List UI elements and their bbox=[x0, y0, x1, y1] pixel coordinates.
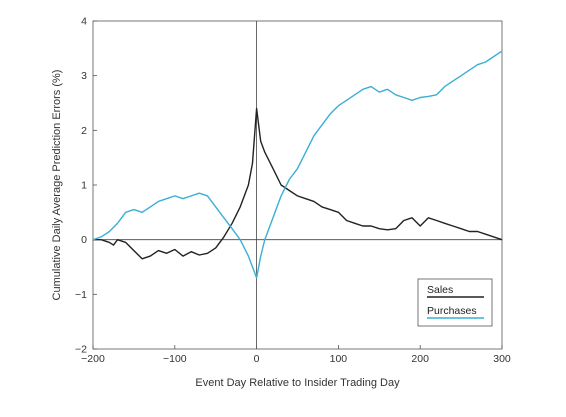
y-tick-label: −2 bbox=[75, 344, 87, 356]
legend: Sales Purchases bbox=[417, 278, 493, 327]
y-tick-label: 3 bbox=[81, 70, 87, 82]
y-tick-label: 0 bbox=[81, 234, 87, 246]
y-tick-label: 1 bbox=[81, 180, 87, 192]
y-tick-label: −1 bbox=[75, 289, 87, 301]
legend-label-purchases: Purchases bbox=[427, 305, 477, 317]
x-axis-title: Event Day Relative to Insider Trading Da… bbox=[195, 377, 400, 389]
y-tick-label: 4 bbox=[81, 16, 87, 28]
x-tick-label: 100 bbox=[330, 353, 348, 365]
x-tick-label: 300 bbox=[493, 353, 511, 365]
x-tick-label: −200 bbox=[81, 353, 105, 365]
x-tick-label: −100 bbox=[163, 353, 187, 365]
legend-label-sales: Sales bbox=[427, 284, 453, 296]
series-layer bbox=[92, 50, 503, 279]
y-tick-label: 2 bbox=[81, 125, 87, 137]
series-line-purchases bbox=[92, 50, 503, 279]
series-line-sales bbox=[93, 107, 503, 260]
y-axis-title: Cumulative Daily Average Prediction Erro… bbox=[51, 70, 63, 301]
axes-layer: −200 −100 0 100 200 300 −2 −1 0 1 2 3 4 bbox=[75, 16, 511, 366]
x-tick-label: 0 bbox=[254, 353, 260, 365]
x-tick-label: 200 bbox=[411, 353, 429, 365]
